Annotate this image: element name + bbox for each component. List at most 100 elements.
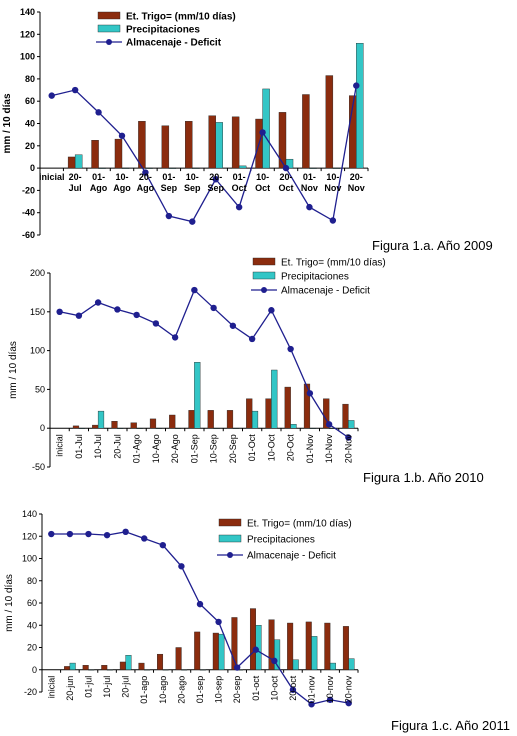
x-tick-label: 01-Nov (305, 434, 315, 464)
x-tick-label: 20-sep (232, 676, 242, 704)
bar-et-trigo (138, 662, 145, 670)
point-almacenaje-deficit (282, 164, 290, 172)
point-almacenaje-deficit (259, 129, 266, 136)
caption-fig-1b: Figura 1.b. Año 2010 (363, 470, 484, 485)
bar-et-trigo (169, 414, 176, 429)
y-axis-title: mm / 10 días (8, 341, 19, 399)
x-tick-label: 20-ago (176, 676, 186, 704)
point-almacenaje-deficit (122, 528, 129, 535)
legend-swatch (218, 518, 242, 527)
x-tick-label: 10-Jul (93, 434, 103, 459)
bar-et-trigo (249, 608, 256, 670)
x-tick-label: 01-Ago (90, 172, 108, 193)
bar-precipitaciones (181, 669, 188, 671)
point-almacenaje-deficit (215, 618, 222, 626)
bar-precipitaciones (155, 428, 162, 429)
bar-precipitaciones (74, 154, 83, 169)
bar-precipitaciones (348, 420, 355, 429)
bar-precipitaciones (238, 165, 247, 169)
x-tick-label: inicial (39, 172, 65, 182)
x-tick-label: inicial (46, 676, 56, 699)
y-tick-label: -50 (32, 462, 45, 472)
y-axis-title: mm / 10 días (4, 574, 15, 632)
y-tick-label: 100 (22, 554, 37, 564)
point-almacenaje-deficit (165, 212, 173, 220)
bar-precipitaciones (213, 428, 220, 429)
bar-et-trigo (212, 632, 219, 670)
x-tick-label: 01-Oct (232, 172, 247, 193)
bar-et-trigo (138, 121, 146, 169)
point-almacenaje-deficit (345, 434, 352, 441)
bar-et-trigo (91, 140, 99, 169)
point-almacenaje-deficit (248, 335, 256, 343)
bar-precipitaciones (97, 410, 105, 429)
x-tick-label: 10-Nov (324, 434, 334, 464)
bar-et-trigo (111, 421, 118, 429)
y-tick-label: 60 (27, 598, 37, 608)
bar-precipitaciones (199, 669, 206, 671)
x-tick-label: 20-Oct (286, 434, 296, 462)
x-tick-label: 20-Jul (112, 434, 122, 459)
x-tick-label: 20-jul (121, 676, 131, 698)
bar-et-trigo (188, 410, 195, 429)
bar-precipitaciones (144, 669, 151, 671)
x-tick-label: 10-Oct (255, 172, 270, 193)
point-almacenaje-deficit (71, 86, 79, 94)
y-tick-label: 150 (30, 307, 45, 317)
y-tick-label: 200 (30, 268, 45, 278)
bar-precipitaciones (262, 88, 270, 169)
x-tick-label: 10-Sep (184, 172, 201, 193)
point-almacenaje-deficit (75, 312, 83, 319)
y-tick-label: 20 (27, 643, 37, 653)
legend-swatch (97, 11, 121, 20)
point-almacenaje-deficit (196, 600, 204, 608)
bar-precipitaciones (117, 428, 124, 429)
bar-precipitaciones (98, 167, 106, 169)
bar-precipitaciones (88, 669, 95, 671)
point-almacenaje-deficit (252, 646, 259, 653)
bar-et-trigo (114, 138, 123, 169)
bar-et-trigo (278, 112, 287, 169)
x-tick-label: 20-Nov (343, 434, 353, 464)
x-tick-label: 10-Sep (209, 434, 219, 463)
bar-et-trigo (305, 621, 312, 670)
caption-fig-1a: Figura 1.a. Año 2009 (372, 238, 493, 253)
x-tick-label: 01-Sep (161, 172, 178, 193)
legend-swatch-marker (261, 287, 267, 293)
point-almacenaje-deficit (191, 286, 198, 294)
bar-et-trigo (92, 424, 99, 429)
legend-label: Et. Trigo= (mm/10 días) (247, 519, 352, 530)
y-tick-label: 120 (20, 29, 35, 39)
x-tick-label: 20-jun (65, 676, 75, 701)
bar-precipitaciones (292, 659, 299, 670)
x-tick-label: 20-Sep (207, 172, 224, 193)
point-almacenaje-deficit (85, 530, 92, 538)
y-tick-label: 140 (22, 509, 37, 519)
legend-swatch (97, 24, 121, 33)
legend-label: Et. Trigo= (mm/10 días) (126, 12, 236, 23)
y-tick-label: -20 (24, 687, 37, 697)
bar-precipitaciones (348, 658, 355, 670)
chart-1: -60 -40 -20 0 20 40 60 80 100 120 140 mm / 10 días i… (2, 7, 369, 240)
x-tick-label: 10-Ago (113, 172, 131, 193)
point-almacenaje-deficit (235, 203, 243, 211)
bar-et-trigo (157, 653, 164, 670)
y-tick-label: -40 (22, 208, 35, 218)
x-tick-label: 10-Oct (266, 434, 276, 462)
bar-precipitaciones (192, 167, 200, 169)
x-tick-label: 20-Jul (69, 172, 82, 193)
point-almacenaje-deficit (345, 699, 352, 707)
y-tick-label: -20 (22, 185, 35, 195)
x-tick-label: 01-oct (251, 675, 261, 701)
legend-swatch (252, 257, 276, 266)
legend-label: Almacenaje - Deficit (126, 38, 222, 49)
legend-label: Precipitaciones (247, 535, 315, 546)
bar-precipitaciones (218, 633, 225, 670)
x-tick-label: 10-jul (102, 676, 112, 698)
legend-swatch-marker (227, 552, 233, 558)
bar-precipitaciones (125, 655, 132, 670)
point-almacenaje-deficit (114, 306, 121, 313)
bar-et-trigo (185, 121, 193, 169)
y-tick-label: 60 (25, 96, 35, 106)
bar-precipitaciones (290, 424, 297, 429)
